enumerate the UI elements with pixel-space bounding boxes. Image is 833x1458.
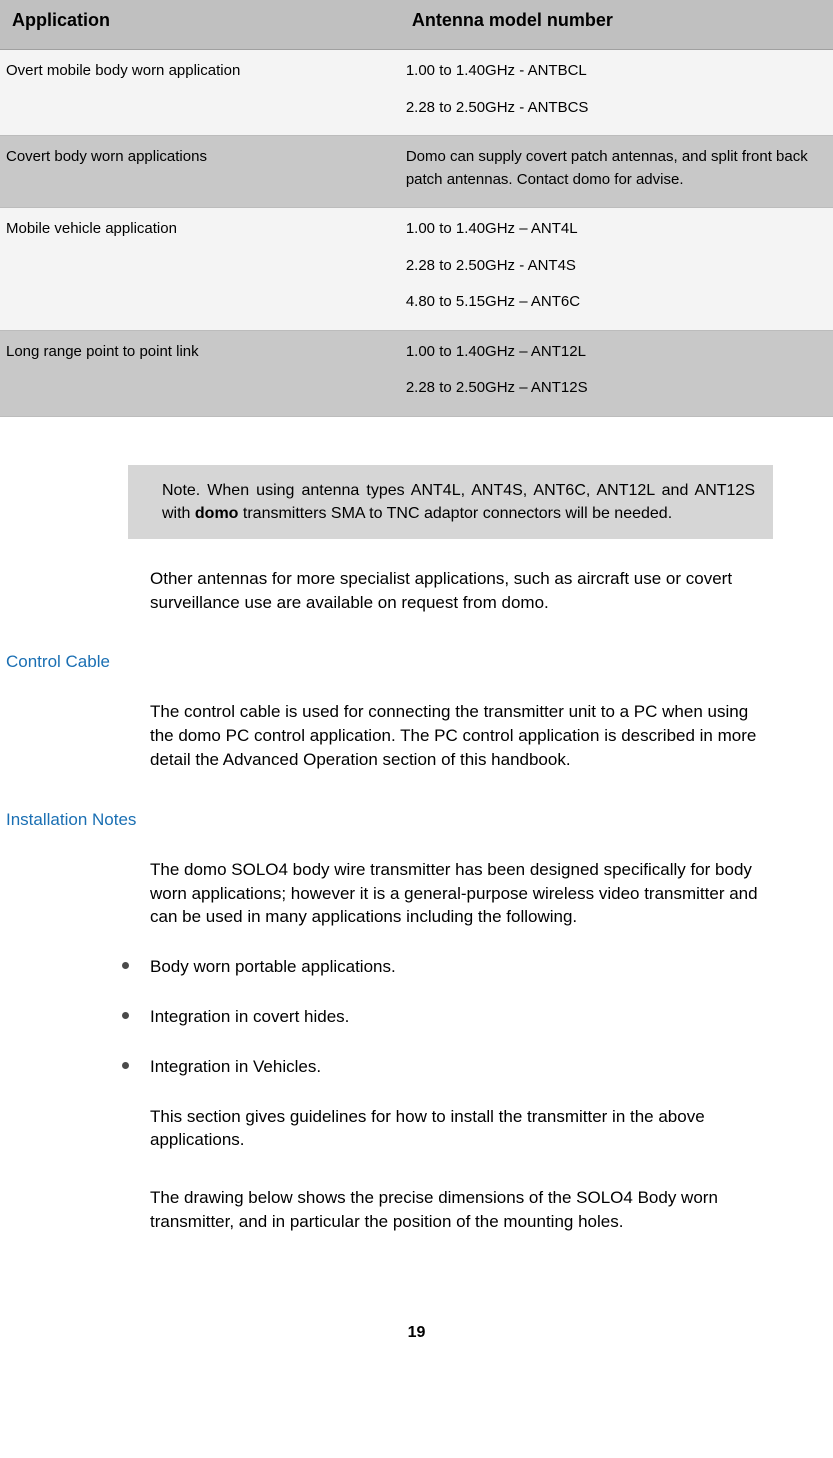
- list-item: Body worn portable applications.: [120, 955, 773, 979]
- heading-control-cable: Control Cable: [6, 652, 793, 672]
- paragraph-control-cable: The control cable is used for connecting…: [150, 700, 773, 771]
- paragraph-specialist-antennas: Other antennas for more specialist appli…: [150, 567, 773, 615]
- cell-antenna: 1.00 to 1.40GHz – ANT4L 2.28 to 2.50GHz …: [400, 208, 833, 331]
- antenna-line: 1.00 to 1.40GHz – ANT4L: [406, 218, 821, 241]
- table-header-antenna: Antenna model number: [400, 0, 833, 50]
- antenna-line: 1.00 to 1.40GHz - ANTBCL: [406, 60, 821, 83]
- heading-installation-notes: Installation Notes: [6, 810, 793, 830]
- antenna-line: 2.28 to 2.50GHz - ANT4S: [406, 255, 821, 278]
- cell-app: Overt mobile body worn application: [0, 50, 400, 136]
- table-row: Overt mobile body worn application 1.00 …: [0, 50, 833, 136]
- table-row: Mobile vehicle application 1.00 to 1.40G…: [0, 208, 833, 331]
- paragraph-install-guidelines: This section gives guidelines for how to…: [150, 1105, 773, 1153]
- table-row: Covert body worn applications Domo can s…: [0, 136, 833, 208]
- paragraph-install-drawing: The drawing below shows the precise dime…: [150, 1186, 773, 1234]
- list-item: Integration in covert hides.: [120, 1005, 773, 1029]
- antenna-line: Domo can supply covert patch antennas, a…: [406, 146, 821, 191]
- cell-antenna: 1.00 to 1.40GHz – ANT12L 2.28 to 2.50GHz…: [400, 330, 833, 416]
- antenna-line: 4.80 to 5.15GHz – ANT6C: [406, 291, 821, 314]
- paragraph-install-intro: The domo SOLO4 body wire transmitter has…: [150, 858, 773, 929]
- list-item: Integration in Vehicles.: [120, 1055, 773, 1079]
- antenna-table: Application Antenna model number Overt m…: [0, 0, 833, 417]
- cell-app: Long range point to point link: [0, 330, 400, 416]
- page-number: 19: [0, 1324, 833, 1352]
- note-suffix: transmitters SMA to TNC adaptor connecto…: [238, 505, 672, 522]
- install-bullet-list: Body worn portable applications. Integra…: [120, 955, 773, 1078]
- antenna-line: 2.28 to 2.50GHz – ANT12S: [406, 377, 821, 400]
- cell-app: Mobile vehicle application: [0, 208, 400, 331]
- cell-antenna: 1.00 to 1.40GHz - ANTBCL 2.28 to 2.50GHz…: [400, 50, 833, 136]
- antenna-line: 2.28 to 2.50GHz - ANTBCS: [406, 97, 821, 120]
- note-box: Note. When using antenna types ANT4L, AN…: [128, 465, 773, 539]
- table-header-application: Application: [0, 0, 400, 50]
- note-domo: domo: [195, 505, 239, 522]
- antenna-line: 1.00 to 1.40GHz – ANT12L: [406, 341, 821, 364]
- cell-antenna: Domo can supply covert patch antennas, a…: [400, 136, 833, 208]
- table-row: Long range point to point link 1.00 to 1…: [0, 330, 833, 416]
- cell-app: Covert body worn applications: [0, 136, 400, 208]
